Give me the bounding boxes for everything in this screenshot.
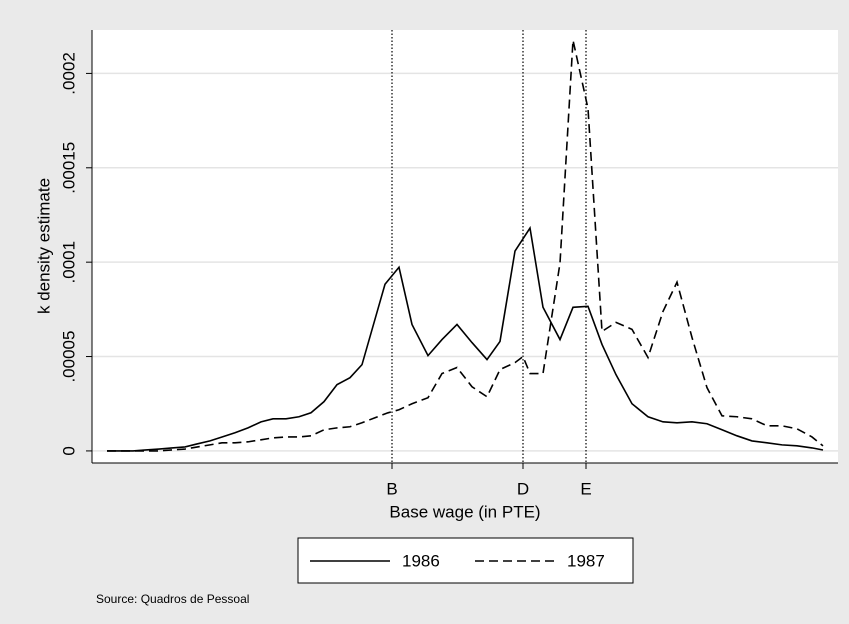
plot-area xyxy=(92,30,838,463)
x-tick-label: E xyxy=(580,479,591,498)
y-tick-label: .0002 xyxy=(59,52,78,95)
y-tick-label: .0001 xyxy=(59,241,78,284)
data-line xyxy=(107,40,824,452)
x-axis-title: Base wage (in PTE) xyxy=(389,502,540,521)
y-tick-label: 0 xyxy=(59,446,78,455)
y-axis-title: k density estimate xyxy=(34,178,53,314)
x-tick-label: D xyxy=(517,479,529,498)
y-tick-label: .00005 xyxy=(59,331,78,383)
source-note: Source: Quadros de Pessoal xyxy=(96,592,249,606)
legend-label: 1986 xyxy=(402,551,440,570)
x-tick-label: B xyxy=(386,479,397,498)
legend-box xyxy=(297,537,634,584)
y-tick-label: .00015 xyxy=(59,142,78,194)
legend-label: 1987 xyxy=(567,551,605,570)
data-line xyxy=(107,225,824,452)
